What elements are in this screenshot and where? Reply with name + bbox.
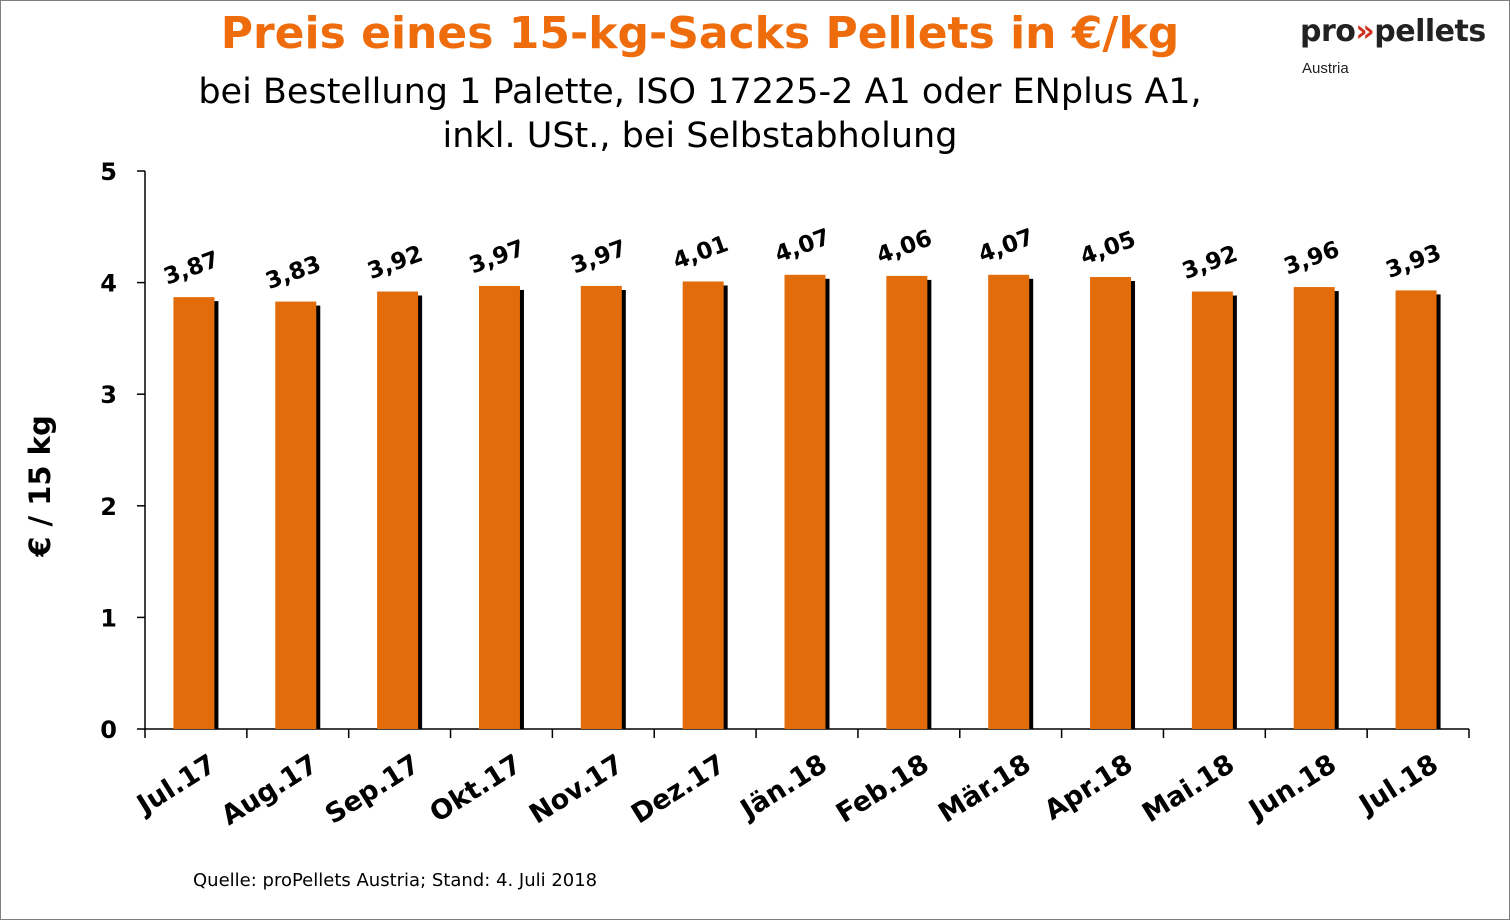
x-tick-label: Apr.18 <box>1039 749 1138 827</box>
data-label: 4,07 <box>975 224 1037 268</box>
y-tick-label: 5 <box>100 158 117 186</box>
source-note: Quelle: proPellets Austria; Stand: 4. Ju… <box>193 870 598 891</box>
data-label: 4,01 <box>670 231 732 275</box>
subtitle-line-1: bei Bestellung 1 Palette, ISO 17225-2 A1… <box>198 72 1202 112</box>
x-tick-label: Jun.18 <box>1242 749 1342 827</box>
bar <box>682 281 724 729</box>
data-label: 4,05 <box>1077 227 1139 271</box>
data-label: 3,96 <box>1281 237 1343 281</box>
x-tick-label: Okt.17 <box>425 749 528 829</box>
bar <box>377 291 419 729</box>
x-tick-label: Jän.18 <box>734 749 833 827</box>
y-tick-label: 3 <box>100 381 117 409</box>
bar <box>886 275 928 729</box>
bar <box>1293 287 1335 729</box>
x-tick-label: Jul.17 <box>130 749 221 822</box>
x-tick-label: Nov.17 <box>524 749 629 831</box>
bar <box>1191 291 1233 729</box>
x-tick-label: Aug.17 <box>216 749 323 832</box>
data-label: 4,06 <box>873 225 935 269</box>
chart-title: Preis eines 15-kg-Sacks Pellets in €/kg <box>220 8 1180 59</box>
subtitle-line-2: inkl. USt., bei Selbstabholung <box>442 116 958 156</box>
data-label: 3,87 <box>160 247 222 291</box>
data-label: 3,97 <box>466 235 528 279</box>
data-label: 3,93 <box>1383 240 1445 284</box>
data-label: 3,97 <box>568 235 630 279</box>
x-tick-label: Mär.18 <box>933 749 1036 830</box>
data-label: 3,83 <box>262 251 324 295</box>
propellets-logo: pro»pellets Austria <box>1300 14 1505 84</box>
chart-subtitle: bei Bestellung 1 Palette, ISO 17225-2 A1… <box>0 70 1400 158</box>
x-tick-label: Feb.18 <box>831 749 935 830</box>
bar <box>580 285 622 729</box>
bar <box>1395 290 1437 729</box>
logo-wordmark: pro»pellets <box>1300 14 1505 50</box>
x-tick-label: Dez.17 <box>626 749 731 831</box>
bar <box>988 274 1030 729</box>
logo-chevron-icon: » <box>1355 14 1375 49</box>
bar <box>784 274 826 729</box>
logo-subtext: Austria <box>1302 60 1349 77</box>
x-tick-label: Sep.17 <box>320 749 425 831</box>
logo-text-pellets: pellets <box>1374 14 1486 49</box>
bar <box>478 285 520 729</box>
bar <box>1090 277 1132 729</box>
bar <box>173 297 215 729</box>
y-tick-label: 4 <box>100 270 117 298</box>
x-tick-label: Jul.18 <box>1352 749 1443 822</box>
logo-text-pro: pro <box>1300 14 1356 49</box>
y-tick-label: 1 <box>100 604 117 632</box>
data-label: 3,92 <box>1179 241 1241 285</box>
data-label: 3,92 <box>364 241 426 285</box>
y-axis-title: € / 15 kg <box>23 415 57 557</box>
y-tick-label: 2 <box>100 493 117 521</box>
y-tick-label: 0 <box>100 716 117 744</box>
data-label: 4,07 <box>771 224 833 268</box>
x-tick-label: Mai.18 <box>1137 749 1240 829</box>
bar <box>275 301 317 729</box>
